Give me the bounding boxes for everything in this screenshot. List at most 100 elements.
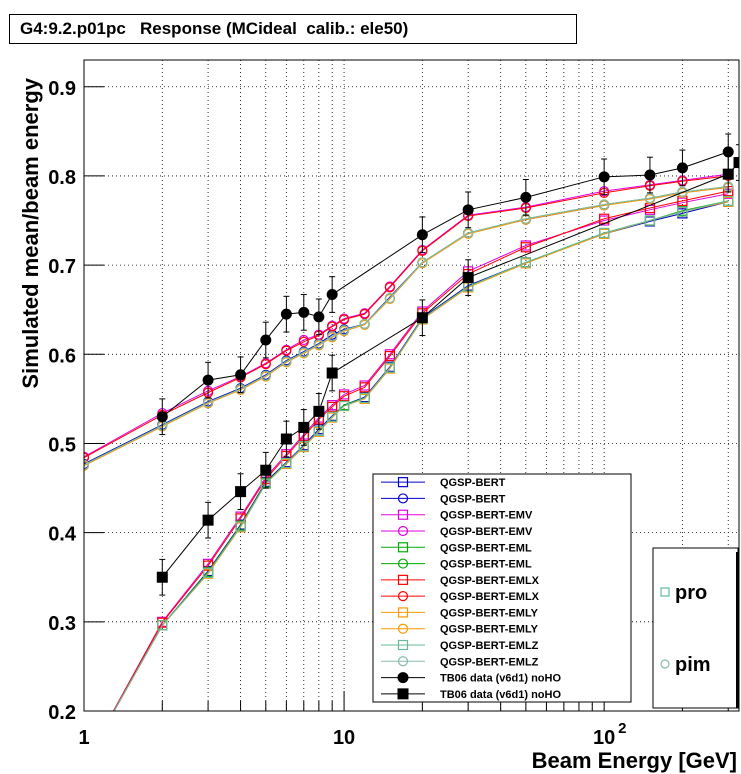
legend-entry-label: QGSP-BERT-EMLZ <box>440 640 539 652</box>
legend-entry-label: QGSP-BERT-EMV <box>440 526 533 538</box>
legend-entry-label: QGSP-BERT-EMLY <box>440 607 539 619</box>
data-point <box>235 369 247 381</box>
data-point <box>156 571 168 583</box>
series-line <box>84 186 729 466</box>
data-point <box>359 318 370 330</box>
data-point <box>338 391 350 402</box>
y-tick-label: 0.9 <box>48 78 76 100</box>
series-9 <box>84 182 734 471</box>
data-point <box>338 400 350 412</box>
data-point <box>397 493 409 504</box>
x-tick-label: 10 <box>593 727 615 749</box>
legend-box <box>372 473 632 703</box>
y-tick-label: 0.5 <box>48 434 76 456</box>
data-point <box>359 382 370 393</box>
data-point <box>280 308 292 320</box>
legend-entry-label: QGSP-BERT-EMLZ <box>440 656 539 668</box>
data-point <box>384 362 395 373</box>
data-point <box>202 374 214 386</box>
data-point <box>462 272 474 284</box>
data-point <box>598 171 610 183</box>
data-point <box>313 311 325 323</box>
y-tick-label: 0.8 <box>48 167 76 189</box>
data-point <box>313 405 325 417</box>
data-point <box>660 659 670 669</box>
x-tick-label-exponent: 2 <box>618 720 626 737</box>
data-point <box>260 464 272 476</box>
data-point <box>235 521 246 532</box>
data-point <box>384 350 395 362</box>
data-point <box>462 204 474 216</box>
data-point <box>327 331 338 342</box>
data-point <box>384 282 395 293</box>
legend-entry-label: QGSP-BERT <box>440 477 506 489</box>
data-point <box>644 169 656 181</box>
data-point <box>281 345 292 356</box>
series-line <box>161 151 729 418</box>
legend-entry-label: QGSP-BERT-EML <box>440 542 532 554</box>
data-point <box>416 229 428 241</box>
data-point <box>326 289 338 301</box>
data-point <box>298 347 309 358</box>
data-point <box>298 336 309 347</box>
y-axis-title: Simulated mean/beam energy <box>18 77 43 388</box>
data-point <box>326 367 338 379</box>
data-point <box>397 574 409 585</box>
data-point <box>298 306 310 318</box>
data-point <box>397 558 409 569</box>
series-line <box>113 200 729 711</box>
data-point <box>156 411 168 423</box>
data-point <box>260 358 271 370</box>
data-point <box>416 312 428 324</box>
data-point <box>260 334 272 346</box>
series-line <box>84 187 729 467</box>
x-tick-label: 1 <box>78 727 89 749</box>
data-point <box>722 168 734 180</box>
data-point <box>599 199 610 210</box>
series-layer <box>84 133 739 711</box>
data-point <box>660 587 670 597</box>
x-tick-label: 10 <box>333 727 355 749</box>
axis-ticks: 0.20.30.40.50.60.70.80.91 10 10 2 <box>48 78 729 749</box>
data-point <box>677 186 688 198</box>
x-axis-title: Beam Energy [GeV] <box>532 748 737 773</box>
data-point <box>397 607 409 618</box>
data-point <box>397 477 409 488</box>
data-point <box>359 392 370 404</box>
data-point <box>397 542 409 553</box>
particle-legend-box <box>652 547 739 709</box>
legend-entry-label: QGSP-BERT <box>440 493 506 505</box>
legend-entry-label: QGSP-BERT-EMLX <box>440 591 540 603</box>
data-point <box>520 191 532 203</box>
data-point <box>397 591 409 602</box>
data-point <box>359 309 370 320</box>
series-line <box>84 186 729 466</box>
legend-particles: pro pim <box>652 547 739 709</box>
data-point <box>397 672 409 684</box>
plot-border <box>83 59 740 712</box>
data-point <box>417 257 428 268</box>
data-point <box>84 459 90 470</box>
particle-legend-label: pro <box>675 582 707 604</box>
data-point <box>397 688 409 700</box>
data-point <box>677 206 688 217</box>
data-point <box>397 525 409 537</box>
data-point <box>281 457 292 469</box>
data-point <box>397 639 409 651</box>
legend-entry-label: QGSP-BERT-EMV <box>440 510 533 522</box>
data-point <box>676 162 688 174</box>
data-point <box>722 146 734 158</box>
data-point <box>397 509 409 520</box>
y-tick-label: 0.3 <box>48 613 76 635</box>
data-point <box>298 421 310 433</box>
data-point <box>281 356 292 367</box>
y-tick-label: 0.2 <box>48 702 76 724</box>
data-point <box>235 486 247 498</box>
series-line <box>84 173 729 458</box>
data-point <box>397 623 409 634</box>
series-12 <box>156 133 734 436</box>
data-point <box>520 242 531 253</box>
legend-entry-label: TB06 data (v6d1) noHO <box>440 673 561 685</box>
data-point <box>202 514 214 526</box>
